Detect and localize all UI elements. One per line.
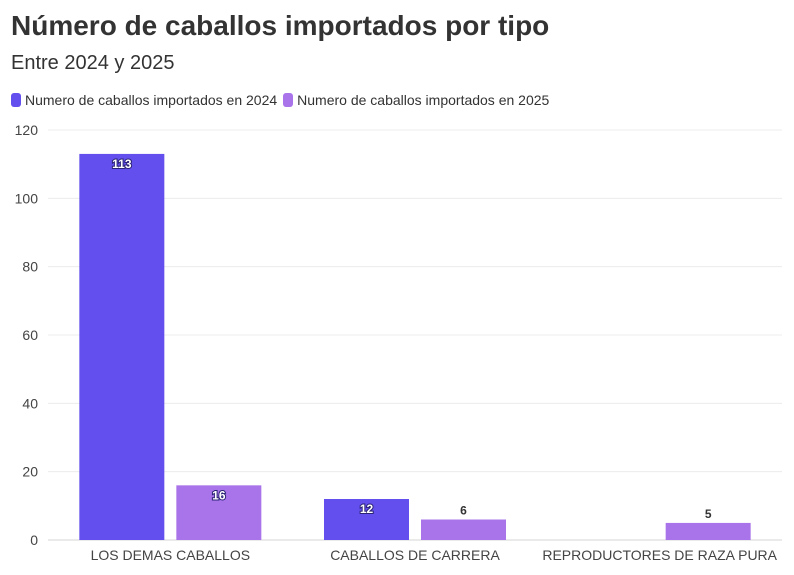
x-category-label-1: CABALLOS DE CARRERA xyxy=(330,547,500,563)
bar-2024-0 xyxy=(79,153,165,540)
y-tick-label-100: 100 xyxy=(15,190,39,206)
bar-2025-0 xyxy=(176,485,262,540)
data-label-2025-2: 5 xyxy=(705,507,712,521)
chart-subtitle: Entre 2024 y 2025 xyxy=(11,52,175,74)
y-tick-label-40: 40 xyxy=(22,395,38,411)
legend-label-2025: Numero de caballos importados en 2025 xyxy=(297,92,550,108)
x-category-label-2: REPRODUCTORES DE RAZA PURA xyxy=(542,547,777,563)
bar-2024-1 xyxy=(324,499,409,540)
data-label-2025-1: 6 xyxy=(460,504,467,518)
bar-2025-2 xyxy=(665,522,751,540)
legend-item-2024[interactable]: Numero de caballos importados en 2024 xyxy=(11,92,277,108)
y-tick-label-80: 80 xyxy=(22,259,38,275)
chart-title: Número de caballos importados por tipo xyxy=(11,10,550,41)
y-tick-label-20: 20 xyxy=(22,464,38,480)
legend-swatch-2025 xyxy=(283,93,294,107)
data-label-2024-0: 113 xyxy=(112,157,132,171)
legend-item-2025[interactable]: Numero de caballos importados en 2025 xyxy=(283,92,549,108)
y-tick-label-0: 0 xyxy=(30,532,38,548)
legend-swatch-2024 xyxy=(11,93,21,107)
chart-legend: Numero de caballos importados en 2024 Nu… xyxy=(11,90,555,110)
data-label-2024-1: 12 xyxy=(360,502,374,516)
bar-2025-1 xyxy=(421,519,506,540)
legend-label-2024: Numero de caballos importados en 2024 xyxy=(25,92,278,108)
data-label-2025-0: 16 xyxy=(212,488,226,502)
y-tick-label-120: 120 xyxy=(15,122,39,138)
y-tick-label-60: 60 xyxy=(22,327,38,343)
x-category-label-0: LOS DEMAS CABALLOS xyxy=(91,547,251,563)
